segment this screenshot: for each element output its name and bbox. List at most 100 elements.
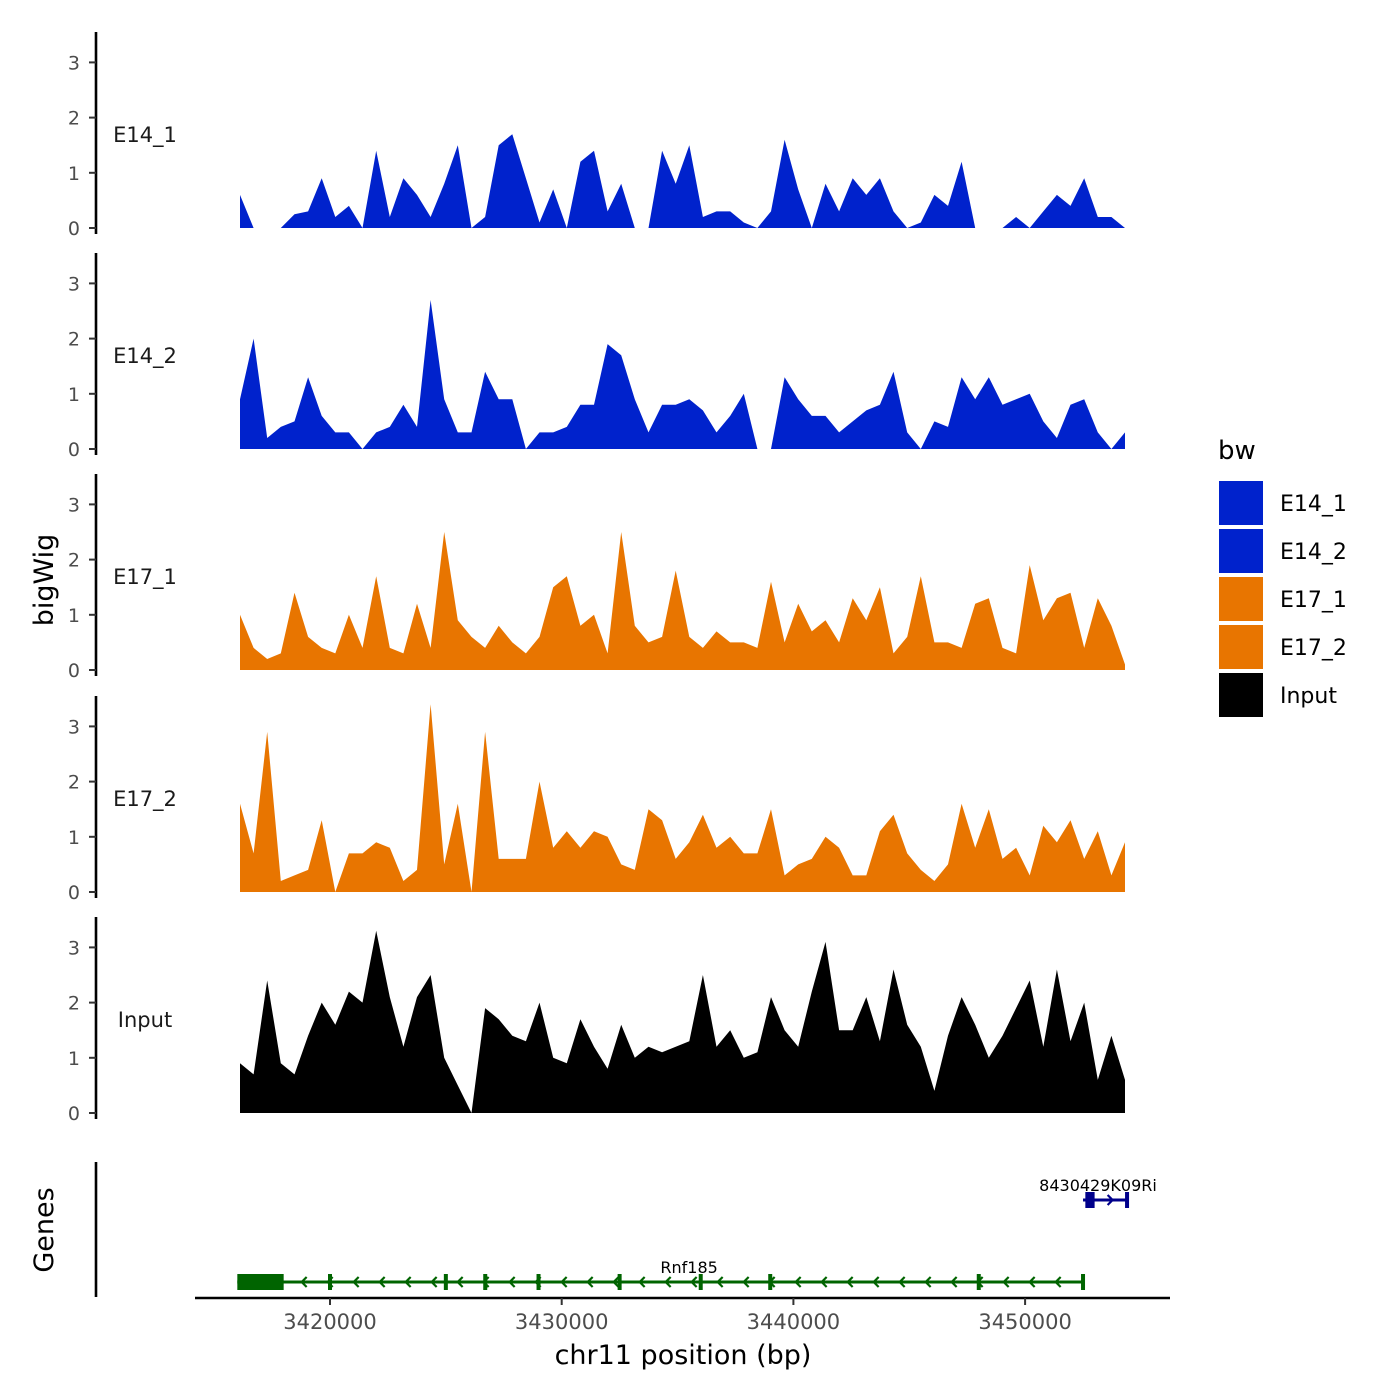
- y-axis-title: bigWig: [29, 534, 60, 627]
- x-tick-label: 3450000: [978, 1310, 1072, 1334]
- legend-label-E17_2: E17_2: [1280, 636, 1347, 661]
- strand-arrow: [976, 1276, 984, 1288]
- coverage-area-E17_1: [240, 532, 1125, 670]
- gene-exon: [698, 1274, 703, 1290]
- gene-exon: [1125, 1192, 1130, 1208]
- y-tick-label: 3: [68, 52, 80, 74]
- y-tick-label: 2: [68, 550, 80, 572]
- strand-arrow: [924, 1276, 932, 1288]
- legend-label-E17_1: E17_1: [1280, 588, 1347, 613]
- strand-arrow: [690, 1276, 698, 1288]
- gene-label: 8430429K09Ri: [1039, 1176, 1157, 1195]
- legend-swatch-E14_1: [1217, 479, 1265, 527]
- x-tick-label: 3430000: [515, 1310, 609, 1334]
- legend-swatch-E17_2: [1217, 623, 1265, 671]
- coverage-tracks: 0 1 2 3 E14_1 0 1 2 3 E14_2 0 1 2 3 E17_1 0 1 2 3 E17_2 0 1 2 3…: [68, 32, 1125, 1125]
- strand-arrow: [716, 1276, 724, 1288]
- track-label: E17_1: [113, 565, 177, 590]
- gene-exon: [328, 1274, 332, 1290]
- strand-arrow: [1028, 1276, 1036, 1288]
- strand-arrow: [768, 1276, 776, 1288]
- legend-label-Input: Input: [1280, 684, 1337, 709]
- track-E17_2: 0 1 2 3 E17_2: [68, 696, 1125, 904]
- legend-title: bw: [1218, 436, 1256, 466]
- strand-arrow: [300, 1276, 308, 1288]
- x-tick-label: 3440000: [747, 1310, 841, 1334]
- y-tick-label: 2: [68, 329, 80, 351]
- legend-swatch-E17_1: [1217, 575, 1265, 623]
- gene-thick-exon: [237, 1274, 284, 1290]
- strand-arrow: [430, 1276, 438, 1288]
- gene-thick-exon: [1085, 1192, 1095, 1208]
- coverage-area-E14_1: [240, 134, 1125, 228]
- strand-arrow: [664, 1276, 672, 1288]
- coverage-area-E17_2: [240, 704, 1125, 892]
- y-tick-label: 0: [68, 1103, 80, 1125]
- strand-arrow: [612, 1276, 620, 1288]
- y-tick-label: 3: [68, 494, 80, 516]
- y-tick-label: 1: [68, 1048, 80, 1070]
- strand-arrow: [352, 1276, 360, 1288]
- y-tick-label: 1: [68, 384, 80, 406]
- track-label: Input: [118, 1008, 172, 1032]
- strand-arrow: [534, 1276, 542, 1288]
- strand-arrow: [508, 1276, 516, 1288]
- strand-arrow: [846, 1276, 854, 1288]
- y-tick-label: 0: [68, 660, 80, 682]
- track-label: E14_2: [113, 344, 177, 369]
- legend-label-E14_1: E14_1: [1280, 492, 1347, 517]
- legend-swatch-E14_2: [1217, 527, 1265, 575]
- y-tick-label: 3: [68, 937, 80, 959]
- strand-arrow: [560, 1276, 568, 1288]
- y-tick-label: 3: [68, 716, 80, 738]
- y-tick-label: 1: [68, 605, 80, 627]
- gene-exon: [617, 1274, 622, 1290]
- coverage-area-Input: [240, 930, 1125, 1113]
- strand-arrow: [794, 1276, 802, 1288]
- coverage-area-E14_2: [240, 300, 1125, 449]
- strand-arrow: [456, 1276, 464, 1288]
- gene-annotations: Rnf185 8430429K09Ri: [237, 1176, 1157, 1290]
- track-E14_1: 0 1 2 3 E14_1: [68, 32, 1125, 240]
- strand-arrow: [742, 1276, 750, 1288]
- y-tick-label: 2: [68, 993, 80, 1015]
- y-tick-label: 1: [68, 827, 80, 849]
- strand-arrow: [950, 1276, 958, 1288]
- strand-arrow: [482, 1276, 490, 1288]
- strand-arrow: [1106, 1194, 1115, 1206]
- x-axis-title: chr11 position (bp): [555, 1340, 812, 1371]
- legend: bw E14_1 E14_2 E17_1 E17_2 Input: [1217, 436, 1347, 719]
- strand-arrow: [898, 1276, 906, 1288]
- strand-arrow: [638, 1276, 646, 1288]
- y-tick-label: 2: [68, 772, 80, 794]
- gene-exon: [1081, 1274, 1086, 1290]
- strand-arrow: [1054, 1276, 1062, 1288]
- strand-arrow: [820, 1276, 828, 1288]
- y-tick-label: 0: [68, 882, 80, 904]
- gene-8430429K09Ri: 8430429K09Ri: [1039, 1176, 1157, 1208]
- track-Input: 0 1 2 3 Input: [68, 917, 1125, 1125]
- strand-arrow: [1002, 1276, 1010, 1288]
- gene-exon: [483, 1274, 488, 1290]
- track-E17_1: 0 1 2 3 E17_1: [68, 474, 1125, 682]
- strand-arrow: [326, 1276, 334, 1288]
- track-label: E17_2: [113, 787, 177, 812]
- track-label: E14_1: [113, 123, 177, 148]
- strand-arrow: [404, 1276, 412, 1288]
- gene-label: Rnf185: [660, 1258, 717, 1277]
- genes-track-title: Genes: [29, 1187, 60, 1272]
- y-tick-label: 0: [68, 439, 80, 461]
- strand-arrow: [872, 1276, 880, 1288]
- legend-label-E14_2: E14_2: [1280, 540, 1347, 565]
- y-tick-label: 0: [68, 218, 80, 240]
- x-axis: 3420000 3430000 3440000 3450000: [195, 1296, 1170, 1334]
- gene-exon: [536, 1274, 541, 1290]
- strand-arrow: [378, 1276, 386, 1288]
- y-tick-label: 1: [68, 163, 80, 185]
- y-tick-label: 3: [68, 273, 80, 295]
- track-E14_2: 0 1 2 3 E14_2: [68, 253, 1125, 461]
- strand-arrow: [586, 1276, 594, 1288]
- y-tick-label: 2: [68, 108, 80, 130]
- gene-Rnf185: Rnf185: [237, 1258, 1086, 1290]
